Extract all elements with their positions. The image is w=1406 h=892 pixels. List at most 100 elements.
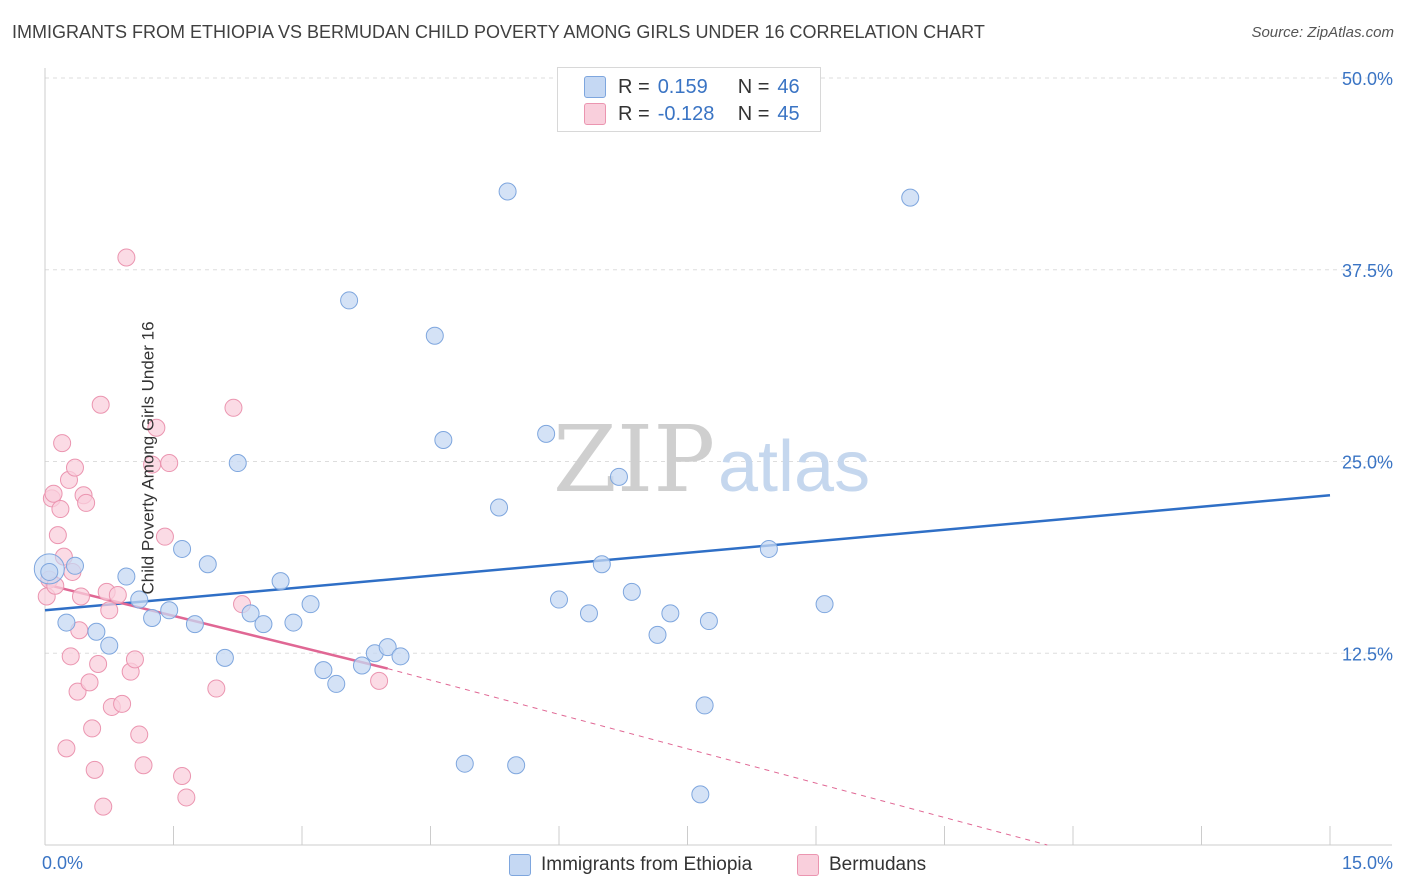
ethiopia-point	[241, 604, 260, 623]
bermudans-point	[57, 739, 76, 758]
legend-swatch-blue	[584, 76, 606, 98]
ethiopia-point	[699, 612, 718, 631]
bermudans-point	[61, 647, 80, 666]
ethiopia-point	[691, 785, 710, 804]
y-tick-label: 12.5%	[1342, 644, 1393, 664]
bermudans-point	[51, 500, 70, 519]
bermudans-point	[100, 601, 119, 620]
legend-r-label: R =	[618, 75, 650, 98]
bermudans-point	[77, 493, 96, 512]
ethiopia-point	[100, 636, 119, 655]
watermark-zip: ZIP	[553, 406, 715, 513]
correlation-legend: R = 0.159 N = 46 R = -0.128 N = 45	[557, 67, 821, 132]
bermudans-point	[71, 587, 90, 606]
ethiopia-point	[65, 556, 84, 575]
bermudans-point	[224, 398, 243, 417]
tick-labels: 12.5% 25.0% 37.5% 50.0% 0.0% 15.0%	[42, 69, 1393, 873]
bermudans-point	[48, 526, 67, 545]
bermudans-point	[155, 527, 174, 546]
ethiopia-point	[198, 555, 217, 574]
watermark-atlas: atlas	[718, 427, 870, 507]
legend-r-value: 0.159	[657, 75, 708, 98]
bottom-legend-label-bermudans: Bermudans	[829, 854, 927, 875]
bermudans-point	[113, 694, 132, 713]
bermudans-point	[108, 585, 127, 604]
ethiopia-point	[340, 291, 359, 310]
legend-row-bermudans: R = -0.128 N = 45	[584, 101, 800, 127]
ethiopia-point	[130, 590, 149, 609]
y-tick-label: 50.0%	[1342, 69, 1393, 89]
bermudans-point	[130, 725, 149, 744]
ethiopia-point	[425, 326, 444, 345]
bermudans-point	[44, 484, 63, 503]
bermudans-point	[94, 797, 113, 816]
ethiopia-point	[695, 696, 714, 715]
bermudans-point	[53, 434, 72, 453]
ethiopia-point	[117, 567, 136, 586]
bottom-legend-swatch-blue	[509, 854, 531, 876]
legend-r-label: R =	[618, 102, 650, 125]
y-tick-label: 37.5%	[1342, 261, 1393, 281]
ethiopia-point	[648, 625, 667, 644]
ethiopia-point	[507, 756, 526, 775]
ethiopia-point	[592, 555, 611, 574]
bermudans-point	[160, 454, 179, 473]
ethiopia-point	[759, 539, 778, 558]
legend-swatch-pink	[584, 103, 606, 125]
ethiopia-point	[550, 590, 568, 609]
ethiopia-point	[537, 424, 556, 443]
ethiopia-point	[57, 613, 76, 632]
bermudans-point	[134, 756, 153, 775]
ethiopia-point	[352, 656, 371, 675]
bottom-legend-swatch-pink	[797, 854, 819, 876]
ethiopia-point	[327, 674, 346, 693]
bermudans-point	[80, 673, 99, 692]
ethiopia-point	[661, 604, 680, 623]
ethiopia-point	[254, 615, 273, 634]
ethiopia-point	[284, 613, 303, 632]
data-points	[33, 182, 920, 816]
trend-lines	[44, 494, 1331, 846]
ethiopia-point	[160, 601, 179, 620]
ethiopia-point	[314, 661, 333, 680]
ethiopia-point	[301, 595, 320, 614]
bermudans-point	[68, 682, 87, 701]
bermudans-point	[91, 395, 110, 414]
x-tick-label: 0.0%	[42, 853, 83, 873]
y-tick-label: 25.0%	[1342, 453, 1393, 473]
bermudans-trend-extension	[387, 668, 1048, 846]
bermudans-point	[83, 719, 102, 738]
ethiopia-point	[490, 498, 509, 517]
ethiopia-point	[498, 182, 517, 201]
axes	[44, 68, 1392, 846]
ethiopia-point	[622, 582, 641, 601]
ethiopia-point	[173, 539, 192, 558]
ethiopia-point	[378, 638, 397, 657]
legend-n-label: N =	[737, 75, 770, 98]
bottom-legend-bermudans: Bermudans	[797, 852, 926, 878]
bermudans-point	[125, 650, 144, 669]
ethiopia-point	[391, 647, 410, 666]
bermudans-point	[89, 654, 108, 673]
legend-n-value: 45	[777, 102, 800, 125]
ethiopia-point	[579, 604, 598, 623]
ethiopia-trend-line	[44, 494, 1331, 612]
bermudans-point	[147, 418, 166, 437]
legend-r-value: -0.128	[657, 102, 715, 125]
x-tick-label: 15.0%	[1342, 853, 1393, 873]
bottom-legend-label-ethiopia: Immigrants from Ethiopia	[541, 854, 753, 875]
ethiopia-point	[40, 562, 59, 581]
bottom-legend-ethiopia: Immigrants from Ethiopia	[509, 852, 752, 878]
bermudans-point	[117, 248, 136, 267]
source-label: Source: ZipAtlas.com	[1251, 24, 1394, 41]
legend-n-value: 46	[777, 75, 800, 98]
ethiopia-point	[901, 188, 920, 207]
bermudans-point	[65, 458, 84, 477]
chart-title: IMMIGRANTS FROM ETHIOPIA VS BERMUDAN CHI…	[12, 22, 985, 42]
bermudans-point	[173, 766, 192, 785]
ethiopia-point	[228, 454, 247, 473]
ethiopia-point	[434, 431, 453, 450]
ethiopia-point	[455, 754, 474, 773]
ethiopia-point	[271, 572, 290, 591]
